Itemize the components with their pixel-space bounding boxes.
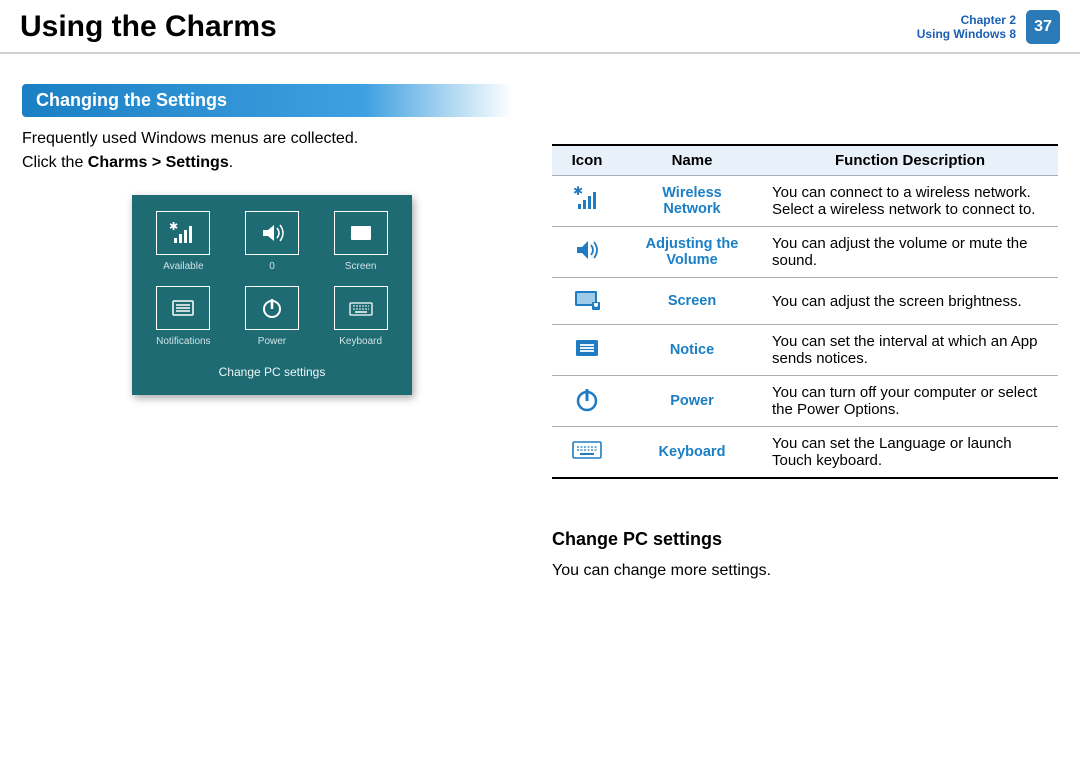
left-column: Changing the Settings Frequently used Wi… (22, 84, 512, 580)
wifi-icon: ✱ (156, 211, 210, 255)
intro-post: . (229, 154, 233, 171)
wifi-icon: ✱ (571, 186, 603, 212)
chapter-info: Chapter 2 Using Windows 8 (917, 13, 1016, 42)
notice-icon (571, 335, 603, 361)
row-desc: You can adjust the volume or mute the so… (762, 227, 1058, 278)
tile-label: Available (163, 261, 203, 272)
sub-text: You can change more settings. (552, 562, 1058, 580)
keyboard-icon (570, 439, 604, 461)
page-header: Using the Charms Chapter 2 Using Windows… (0, 0, 1080, 54)
intro-bold: Charms > Settings (88, 154, 229, 171)
tile-notifications[interactable]: Notifications (156, 286, 210, 347)
chapter-line2: Using Windows 8 (917, 27, 1016, 41)
charms-grid: ✱ Available (144, 211, 400, 347)
row-desc: You can set the interval at which an App… (762, 325, 1058, 376)
volume-icon (245, 211, 299, 255)
row-name: Adjusting the Volume (622, 227, 762, 278)
row-name: Wireless Network (622, 176, 762, 227)
chapter-line1: Chapter 2 (917, 13, 1016, 27)
th-name: Name (622, 145, 762, 176)
tile-screen[interactable]: Screen (334, 211, 388, 272)
screen-icon (571, 286, 603, 312)
content: Changing the Settings Frequently used Wi… (0, 54, 1080, 580)
tile-power[interactable]: Power (245, 286, 299, 347)
intro-pre: Click the (22, 154, 88, 171)
table-row: Power You can turn off your computer or … (552, 376, 1058, 427)
right-column: Icon Name Function Description ✱ (552, 84, 1058, 580)
svg-text:✱: ✱ (573, 186, 583, 198)
page-title: Using the Charms (20, 10, 277, 44)
intro-line2: Click the Charms > Settings. (22, 151, 512, 175)
page-number-badge: 37 (1026, 10, 1060, 44)
row-desc: You can connect to a wireless network. S… (762, 176, 1058, 227)
notice-icon (156, 286, 210, 330)
intro-line1: Frequently used Windows menus are collec… (22, 127, 512, 151)
keyboard-icon (334, 286, 388, 330)
tile-label: Screen (345, 261, 377, 272)
row-desc: You can turn off your computer or select… (762, 376, 1058, 427)
table-row: Adjusting the Volume You can adjust the … (552, 227, 1058, 278)
row-desc: You can set the Language or launch Touch… (762, 427, 1058, 479)
power-icon (571, 384, 603, 414)
table-row: Keyboard You can set the Language or lau… (552, 427, 1058, 479)
row-name: Power (622, 376, 762, 427)
svg-text:✱: ✱ (169, 221, 178, 233)
volume-icon (571, 237, 603, 263)
sub-heading: Change PC settings (552, 529, 1058, 550)
row-name: Screen (622, 278, 762, 325)
tile-label: Power (258, 336, 286, 347)
row-name: Notice (622, 325, 762, 376)
th-desc: Function Description (762, 145, 1058, 176)
tile-label: 0 (269, 261, 275, 272)
charms-footer-link[interactable]: Change PC settings (144, 347, 400, 385)
table-row: Notice You can set the interval at which… (552, 325, 1058, 376)
intro-text: Frequently used Windows menus are collec… (22, 127, 512, 175)
function-table: Icon Name Function Description ✱ (552, 144, 1058, 479)
power-icon (245, 286, 299, 330)
tile-volume[interactable]: 0 (245, 211, 299, 272)
table-row: ✱ Wireless Network You can connect to a … (552, 176, 1058, 227)
header-right: Chapter 2 Using Windows 8 37 (917, 10, 1060, 44)
row-name: Keyboard (622, 427, 762, 479)
section-heading: Changing the Settings (22, 84, 512, 117)
table-row: Screen You can adjust the screen brightn… (552, 278, 1058, 325)
tile-keyboard[interactable]: Keyboard (334, 286, 388, 347)
charms-settings-panel: ✱ Available (132, 195, 412, 395)
tile-label: Keyboard (339, 336, 382, 347)
tile-label: Notifications (156, 336, 210, 347)
tile-available[interactable]: ✱ Available (156, 211, 210, 272)
screen-icon (334, 211, 388, 255)
row-desc: You can adjust the screen brightness. (762, 278, 1058, 325)
th-icon: Icon (552, 145, 622, 176)
